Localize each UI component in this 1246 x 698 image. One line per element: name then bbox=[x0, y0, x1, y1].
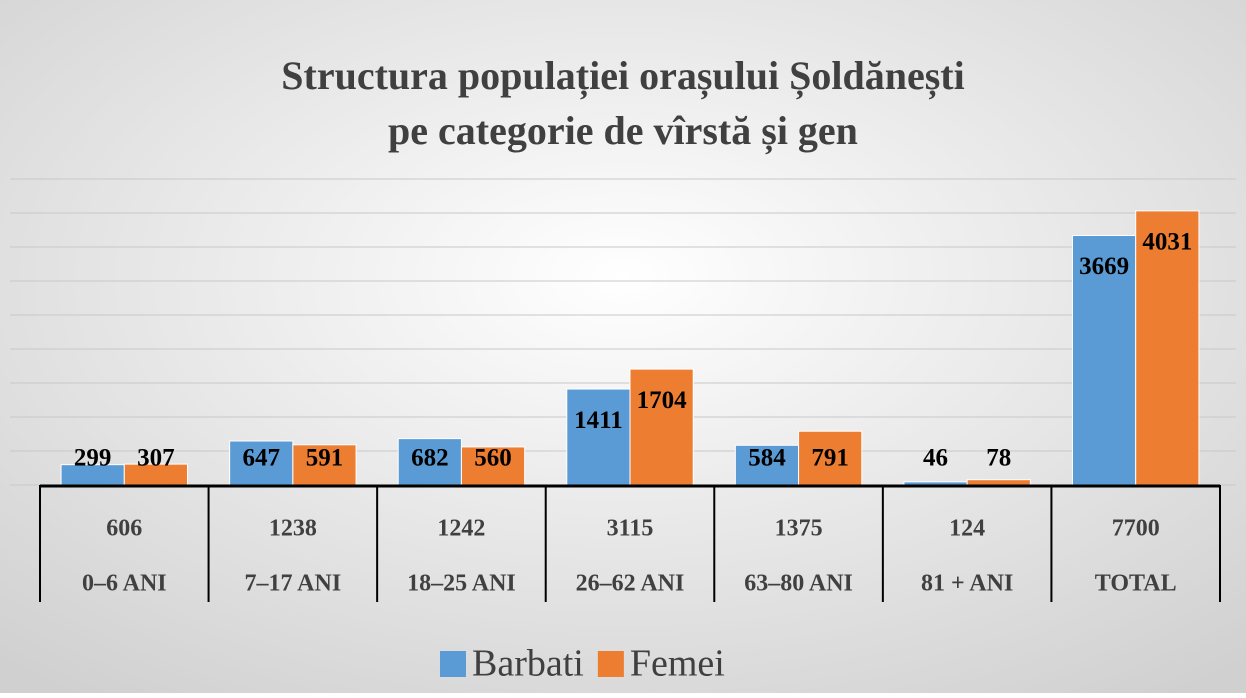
legend-swatch bbox=[440, 651, 466, 677]
bar bbox=[292, 444, 357, 486]
data-label: 78 bbox=[986, 445, 1011, 472]
chart-title: Structura populației orașului Șoldănești bbox=[281, 53, 964, 99]
bar bbox=[966, 479, 1031, 486]
chart-title: pe categorie de vîrstă și gen bbox=[388, 108, 858, 154]
total-label: 7700 bbox=[1112, 516, 1160, 542]
bar bbox=[1135, 210, 1200, 486]
bar bbox=[566, 388, 631, 486]
data-label: 791 bbox=[811, 445, 849, 472]
x-tick-label: 81 + ANI bbox=[921, 571, 1013, 597]
legend-label: Barbati bbox=[472, 643, 584, 685]
data-label: 647 bbox=[243, 445, 281, 472]
x-tick-label: 63–80 ANI bbox=[744, 571, 853, 597]
total-label: 1242 bbox=[437, 516, 485, 542]
legend-swatch bbox=[597, 651, 624, 677]
bar bbox=[798, 430, 863, 486]
x-tick-label: 26–62 ANI bbox=[576, 571, 685, 597]
data-label: 584 bbox=[748, 445, 786, 472]
legend-label: Femei bbox=[630, 643, 725, 685]
x-tick-label: 7–17 ANI bbox=[245, 571, 342, 597]
x-tick-label: TOTAL bbox=[1095, 571, 1177, 597]
data-label: 299 bbox=[74, 445, 112, 472]
data-label: 560 bbox=[474, 445, 512, 472]
total-label: 3115 bbox=[607, 516, 654, 542]
data-label: 307 bbox=[137, 445, 175, 472]
data-label: 1411 bbox=[574, 407, 623, 434]
data-label: 682 bbox=[411, 445, 449, 472]
data-label: 46 bbox=[923, 445, 948, 472]
total-label: 124 bbox=[949, 516, 985, 542]
data-label: 4031 bbox=[1142, 229, 1192, 256]
bar bbox=[460, 446, 526, 486]
bar bbox=[629, 368, 694, 486]
total-label: 606 bbox=[106, 516, 142, 542]
data-label: 591 bbox=[306, 445, 344, 472]
bar bbox=[1072, 235, 1137, 486]
x-tick-label: 18–25 ANI bbox=[407, 571, 516, 597]
x-tick-label: 0–6 ANI bbox=[82, 571, 167, 597]
data-label: 1704 bbox=[637, 387, 688, 414]
total-label: 1375 bbox=[775, 516, 823, 542]
total-label: 1238 bbox=[269, 516, 317, 542]
data-label: 3669 bbox=[1079, 253, 1129, 280]
